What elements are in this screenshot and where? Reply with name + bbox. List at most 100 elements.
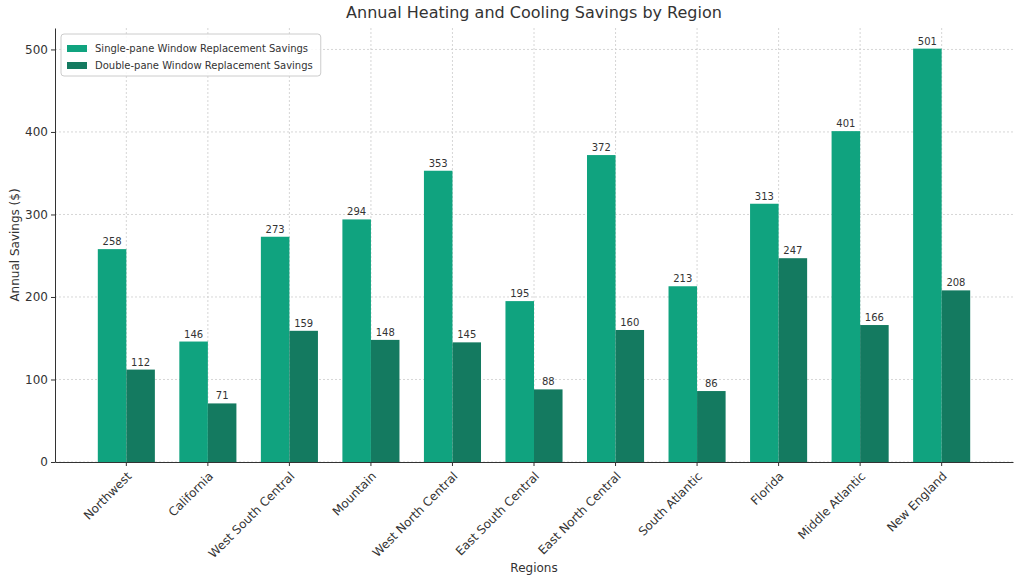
tick-mark [51,132,55,133]
tick-mark [370,462,371,466]
data-label: 86 [705,378,718,389]
legend-label: Double-pane Window Replacement Savings [95,60,313,71]
tick-mark [778,462,779,466]
data-label: 353 [429,158,448,169]
tick-label: Florida [748,469,787,508]
x-axis-title: Regions [510,561,557,575]
data-label: 195 [510,288,529,299]
bar [208,403,237,462]
tick-label: East South Central [453,469,542,558]
tick-mark [860,462,861,466]
bar [860,325,889,462]
data-label: 273 [266,224,285,235]
title: Annual Heating and Cooling Savings by Re… [346,3,722,22]
data-label: 71 [216,390,229,401]
data-label: 160 [620,317,639,328]
tick: 500 [25,43,55,57]
data-label: 88 [542,376,555,387]
data-label: 159 [294,318,313,329]
bar [452,342,481,462]
bar [179,342,208,462]
data-label: 501 [918,36,937,47]
tick: Northwest [81,462,135,523]
bar-series [126,258,970,462]
data-label: 213 [673,273,692,284]
bar [261,237,290,462]
legend-key [67,62,87,69]
tick-mark [51,214,55,215]
tick-label: Northwest [81,469,135,523]
tick: 300 [25,208,55,222]
tick-label: 200 [25,290,48,304]
tick-mark [289,462,290,466]
legend: Single-pane Window Replacement Savings Do… [61,34,321,76]
tick-mark [452,462,453,466]
tick-mark [51,297,55,298]
bar [126,370,155,462]
tick: 100 [25,373,55,387]
data-label: 294 [347,206,366,217]
bar [289,331,318,462]
tick-label: Middle Atlantic [795,469,868,542]
bar [942,290,971,462]
grid [55,28,1013,462]
tick-mark [51,379,55,380]
bar [616,330,645,462]
grid-line [55,214,1013,215]
tick: West South Central [206,462,298,561]
chart: 258 146 273 294 353 195 372 213 313 401 501 112 71 15… [0,0,1024,585]
data-label: 112 [131,357,150,368]
bars [98,49,970,462]
tick-mark [51,49,55,50]
tick: 400 [25,125,55,139]
bar [669,286,698,462]
tick-label: 0 [40,455,48,469]
data-label: 313 [755,191,774,202]
bar [750,204,779,462]
bar [98,249,127,462]
tick-label: 400 [25,125,48,139]
legend-frame [61,34,321,76]
legend-key [67,45,87,52]
tick: 200 [25,290,55,304]
tick-label: West South Central [206,469,298,561]
tick-label: 300 [25,208,48,222]
tick: Middle Atlantic [795,462,868,542]
tick: California [166,462,216,519]
tick-label: California [166,469,216,519]
tick-mark [697,462,698,466]
tick-mark [534,462,535,466]
tick-label: South Atlantic [636,469,706,539]
y-axis-title: Annual Savings ($) [8,188,22,301]
axis-line [55,29,56,463]
bar [342,219,371,462]
tick-label: 500 [25,43,48,57]
y-axis: 0 100 200 300 400 500 [25,29,55,470]
tick-label: 100 [25,373,48,387]
data-label: 166 [865,312,884,323]
tick: 0 [40,455,55,469]
data-label: 247 [783,245,802,256]
legend-label: Single-pane Window Replacement Savings [95,43,308,54]
tick-mark [941,462,942,466]
tick-label: West North Central [370,469,461,560]
tick: Mountain [330,462,379,519]
data-labels: 258 146 273 294 353 195 372 213 313 401 501 112 71 15… [103,36,966,402]
bar [534,389,563,462]
data-label: 258 [103,236,122,247]
tick: East North Central [535,462,623,557]
data-label: 148 [376,327,395,338]
tick-label: East North Central [535,469,623,557]
bar [424,171,453,462]
tick: Florida [748,462,787,508]
tick-label: New England [884,469,950,535]
tick-mark [51,462,55,463]
data-label: 401 [836,118,855,129]
bar-series [98,49,942,462]
data-label: 146 [184,329,203,340]
tick-mark [615,462,616,466]
data-label: 372 [592,142,611,153]
data-label: 208 [946,277,965,288]
bar [779,258,808,462]
bar [505,301,534,462]
